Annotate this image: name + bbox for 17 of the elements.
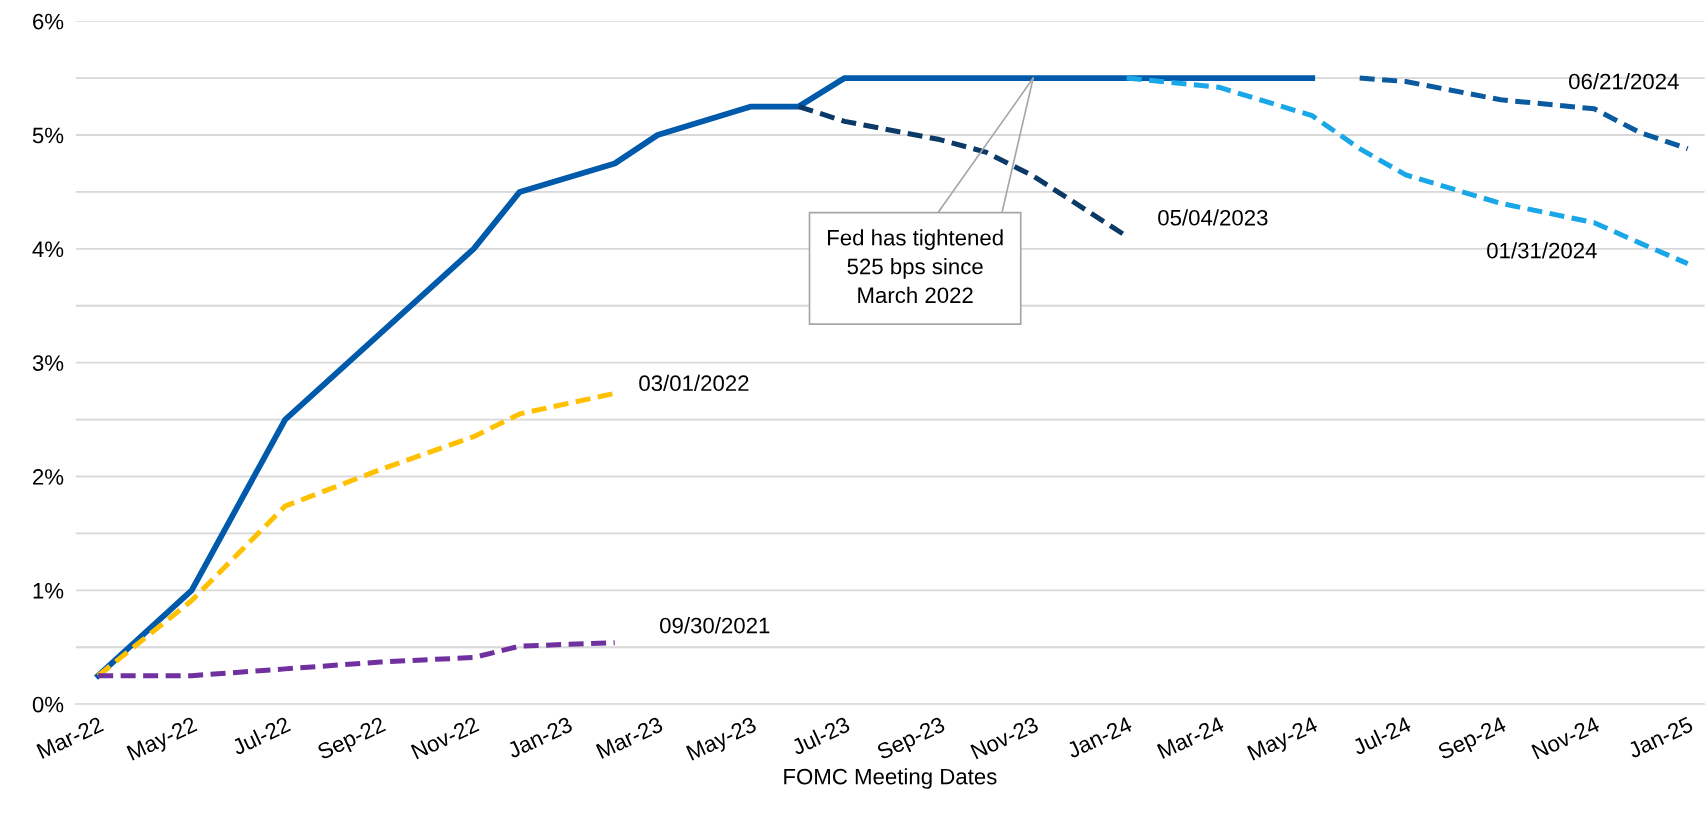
x-tick-label: Jul-22 bbox=[230, 715, 292, 756]
y-tick-label: 1% bbox=[33, 582, 64, 599]
series-label: 06/21/2024 bbox=[1569, 73, 1679, 90]
series-label: 05/04/2023 bbox=[1158, 209, 1268, 226]
series-label: 03/01/2022 bbox=[639, 374, 749, 392]
y-tick-label: 4% bbox=[32, 241, 64, 258]
y-tick-label: 2% bbox=[33, 469, 64, 485]
y-tick-label: 5% bbox=[32, 127, 64, 144]
annotation: Fed has tightened 525 bps since March 2022 bbox=[828, 229, 1003, 304]
y-tick-label: 6% bbox=[33, 13, 64, 30]
x-tick-label: Jul-23 bbox=[790, 715, 851, 756]
x-axis-title: FOMC Meeting Dates bbox=[784, 768, 997, 789]
y-tick-label: 3% bbox=[32, 355, 64, 371]
series-label: 01/31/2024 bbox=[1487, 242, 1597, 259]
y-tick-label: 0% bbox=[32, 696, 64, 713]
text: 09/30/2021 bbox=[660, 617, 770, 634]
x-tick-label: Jul-24 bbox=[1351, 715, 1412, 756]
